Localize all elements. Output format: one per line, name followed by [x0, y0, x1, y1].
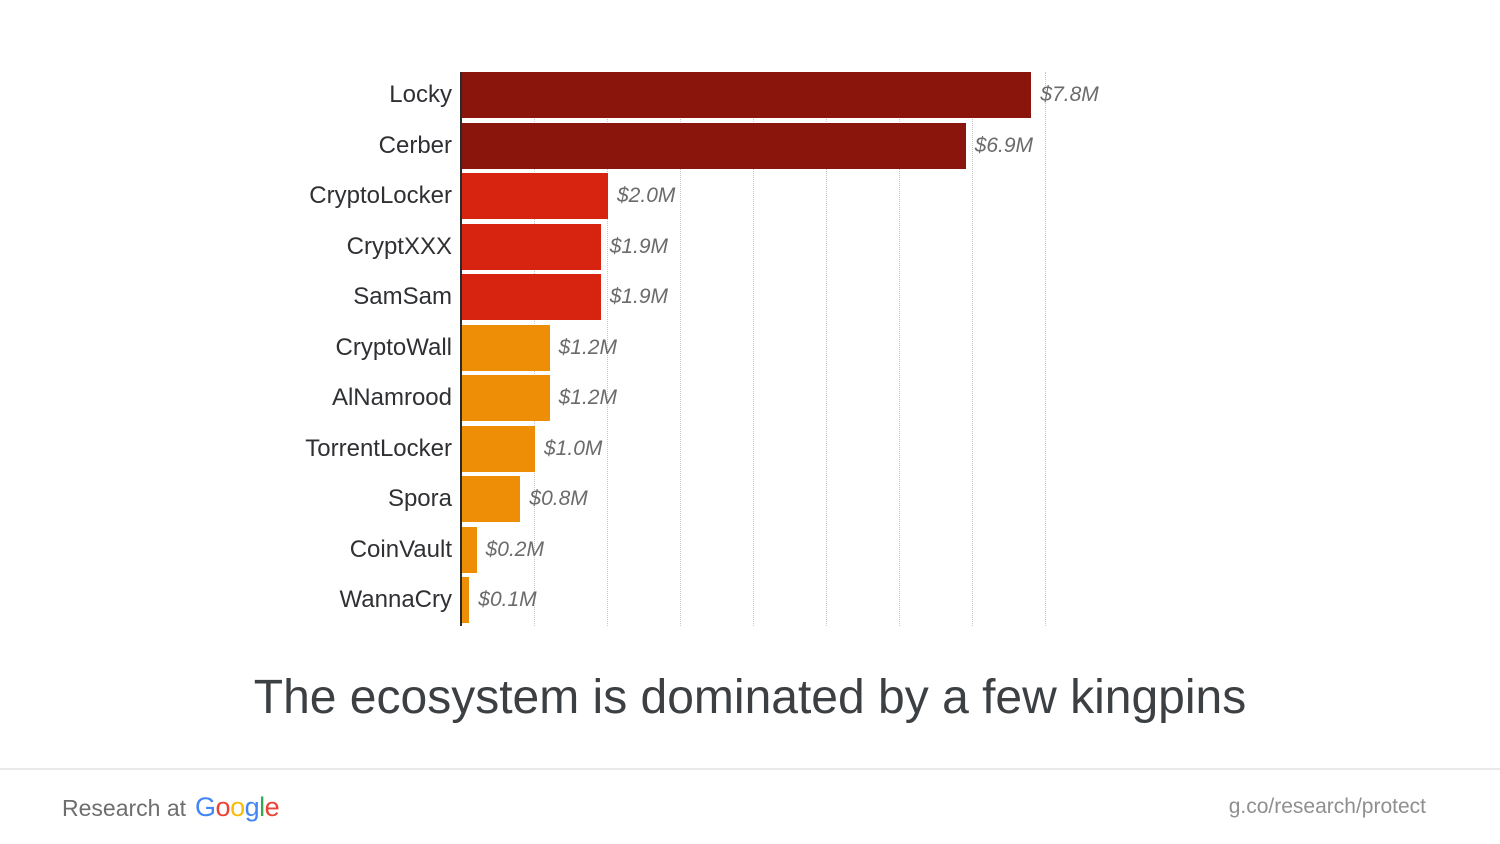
google-logo: Google — [195, 791, 280, 823]
value-label: $0.2M — [485, 537, 544, 561]
value-label: $1.2M — [558, 335, 617, 359]
chart-row: Spora $0.8M — [0, 474, 1500, 525]
gridline-2M — [607, 72, 608, 626]
research-at-google-logo: Research at Google — [62, 791, 280, 823]
footer-url: g.co/research/protect — [1228, 795, 1426, 818]
chart-row: AlNamrood $1.2M — [0, 373, 1500, 424]
gridline-6M — [899, 72, 900, 626]
bar-cryptowall — [462, 324, 550, 371]
category-label: CoinVault — [349, 535, 452, 563]
category-label: WannaCry — [339, 586, 452, 614]
google-logo-letter: l — [259, 791, 265, 822]
category-label: Cerber — [378, 131, 452, 159]
bar-cryptxxx — [462, 223, 601, 270]
gridline-4M — [753, 72, 754, 626]
value-label: $0.1M — [478, 588, 537, 612]
value-label: $2.0M — [617, 184, 676, 208]
value-label: $7.8M — [1040, 83, 1099, 107]
chart-row: CryptoWall $1.2M — [0, 323, 1500, 374]
footer-bar: Research at Google g.co/research/protect — [0, 768, 1500, 844]
bar-coinvault — [462, 526, 477, 573]
bar-spora — [462, 476, 521, 523]
value-label: $6.9M — [974, 133, 1034, 157]
chart-row: WannaCry $0.1M — [0, 575, 1500, 626]
category-label: Spora — [387, 485, 452, 513]
y-axis-line — [460, 72, 462, 626]
chart-row: CryptXXX $1.9M — [0, 222, 1500, 273]
category-label: CryptoWall — [335, 333, 452, 361]
bar-rows: Locky $7.8M Cerber $6.9M CryptoLocker $2.0M Cr… — [0, 70, 1500, 626]
category-label: SamSam — [353, 283, 452, 311]
google-logo-letter: g — [244, 791, 260, 822]
bar-samsam — [462, 274, 601, 321]
gridline-8M — [1045, 72, 1046, 626]
google-logo-letter: o — [230, 791, 245, 822]
value-label: $0.8M — [529, 487, 588, 511]
google-logo-letter: o — [215, 791, 231, 822]
gridline-5M — [826, 72, 827, 626]
chart-row: Locky $7.8M — [0, 70, 1500, 121]
bar-alnamrood — [462, 375, 550, 422]
google-logo-letter: G — [195, 791, 216, 822]
slide-title: The ecosystem is dominated by a few king… — [253, 671, 1247, 724]
value-label: $1.2M — [558, 386, 617, 410]
gridline-3M — [680, 72, 681, 626]
chart-row: SamSam $1.9M — [0, 272, 1500, 323]
bar-cryptolocker — [462, 173, 608, 220]
bar-torrentlocker — [462, 425, 535, 472]
value-label: $1.9M — [609, 285, 669, 309]
category-label: Locky — [389, 81, 452, 109]
category-label: CryptXXX — [346, 232, 452, 260]
value-label: $1.0M — [544, 436, 603, 460]
chart-row: CryptoLocker $2.0M — [0, 171, 1500, 222]
chart-row: Cerber $6.9M — [0, 121, 1500, 172]
google-logo-letter: e — [264, 791, 280, 822]
bar-cerber — [462, 122, 966, 169]
chart-row: TorrentLocker $1.0M — [0, 424, 1500, 475]
category-label: TorrentLocker — [305, 434, 452, 462]
category-label: CryptoLocker — [309, 182, 452, 210]
brand-prefix-text: Research at — [62, 794, 187, 821]
bar-locky — [462, 72, 1032, 119]
category-label: AlNamrood — [331, 384, 452, 412]
bar-wannacry — [462, 577, 470, 624]
gridline-7M — [972, 72, 973, 626]
value-label: $1.9M — [609, 234, 669, 258]
chart-row: CoinVault $0.2M — [0, 525, 1500, 576]
ransomware-revenue-chart: Locky $7.8M Cerber $6.9M CryptoLocker $2.0M Cr… — [0, 70, 1500, 626]
